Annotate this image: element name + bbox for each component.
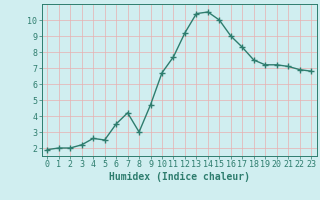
X-axis label: Humidex (Indice chaleur): Humidex (Indice chaleur): [109, 172, 250, 182]
